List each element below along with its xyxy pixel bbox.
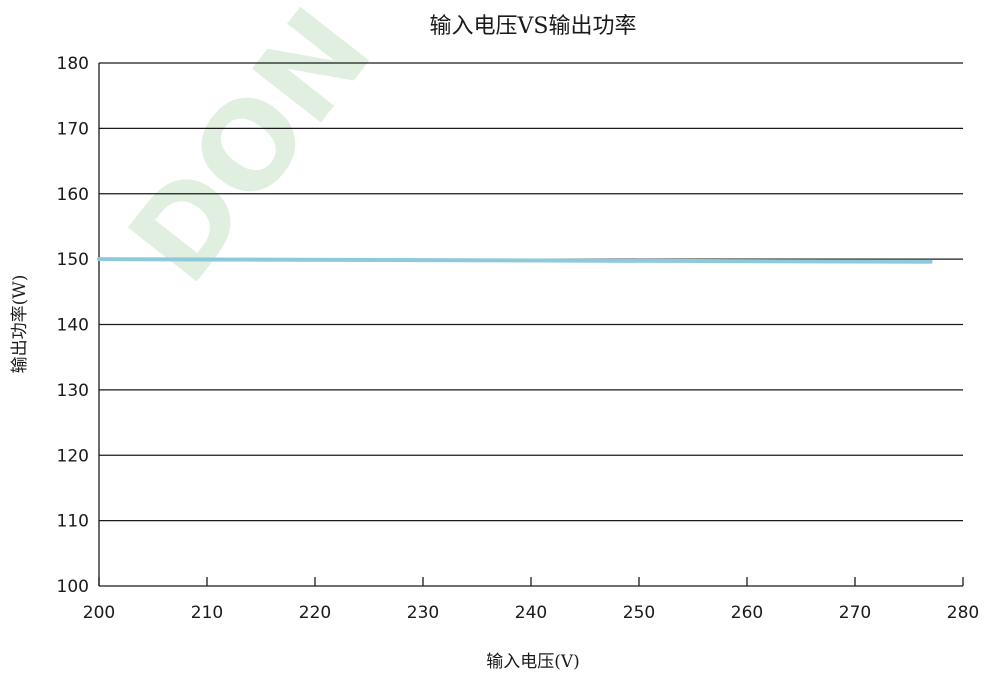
y-tick-label-100: 100 [57, 577, 89, 597]
gridlines [99, 62, 963, 522]
x-tick-label-220: 220 [299, 603, 331, 623]
y-tick-label-110: 110 [57, 512, 89, 532]
y-tick-label-120: 120 [57, 446, 89, 466]
y-tick-label-160: 160 [57, 185, 89, 205]
x-tick-label-230: 230 [407, 603, 439, 623]
series-line-0 [97, 257, 933, 264]
x-tick-label-250: 250 [623, 603, 655, 623]
x-tick-label-240: 240 [515, 603, 547, 623]
y-tick-label-180: 180 [57, 54, 89, 74]
y-tick-label-130: 130 [57, 381, 89, 401]
x-axis-label: 输入电压(V) [486, 652, 580, 672]
series-lines [97, 257, 933, 264]
x-tick-label-280: 280 [947, 603, 979, 623]
tick-labels: 200 210 220 230 240 250 260 270 280 100 110 120 130 1… [57, 54, 980, 623]
y-tick-label-140: 140 [57, 316, 89, 336]
y-axis-label: 输出功率(W) [10, 275, 30, 374]
x-tick-label-270: 270 [839, 603, 871, 623]
axes [98, 63, 964, 587]
x-tick-label-200: 200 [83, 603, 115, 623]
x-tick-label-260: 260 [731, 603, 763, 623]
y-tick-label-150: 150 [57, 250, 89, 270]
chart-title: 输入电压VS输出功率 [430, 14, 637, 39]
y-tick-label-170: 170 [57, 119, 89, 139]
x-tick-label-210: 210 [191, 603, 223, 623]
